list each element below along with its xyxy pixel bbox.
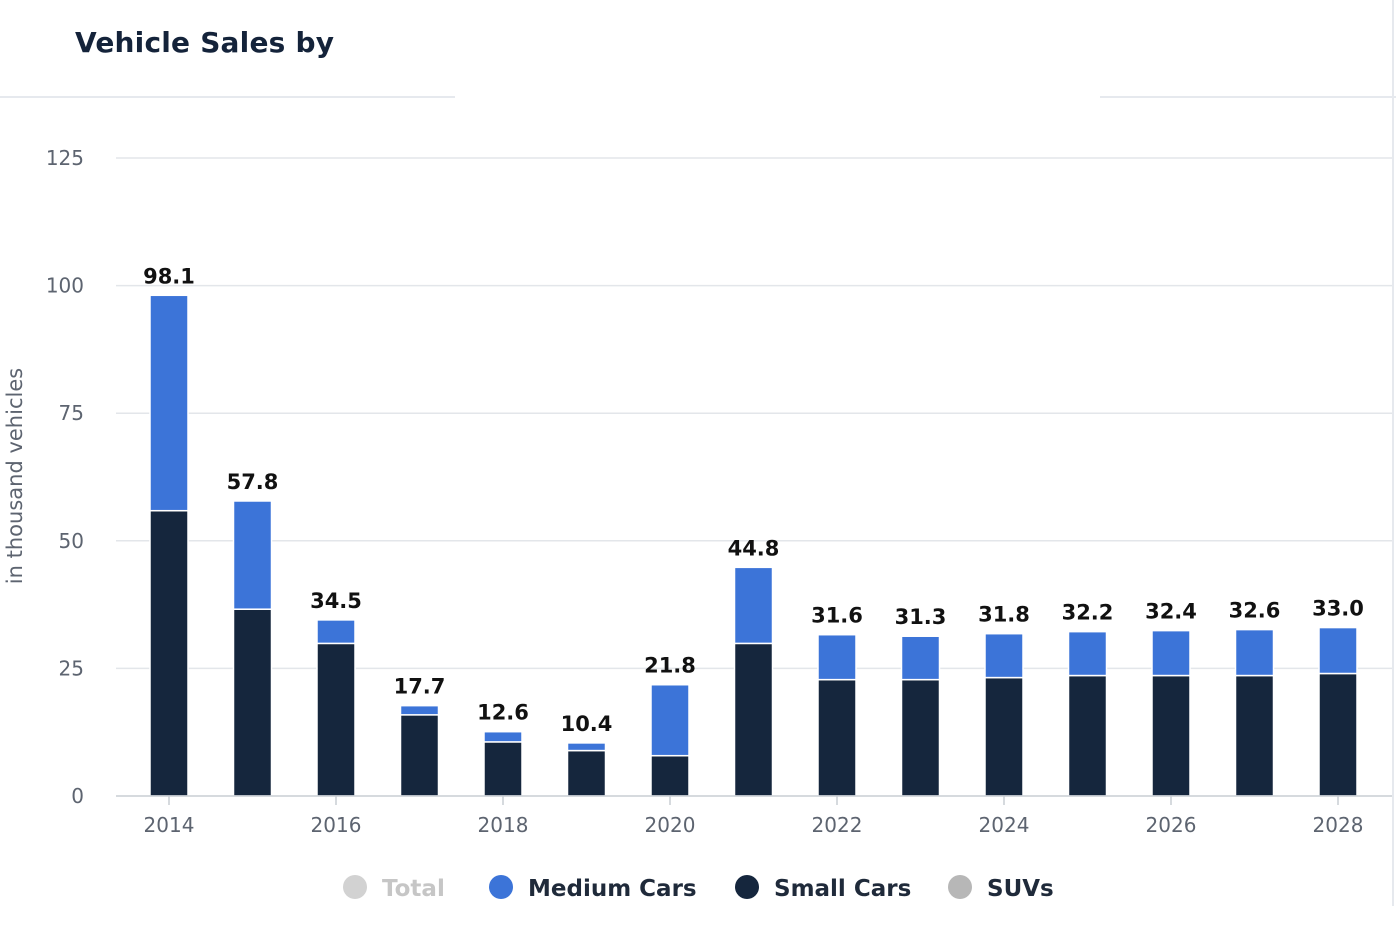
small-cars-bar[interactable]	[399, 714, 440, 797]
medium-cars-bar[interactable]	[1318, 626, 1358, 675]
medium-cars-bar[interactable]	[1151, 629, 1191, 677]
header-divider-left	[0, 96, 455, 98]
legend-marker	[948, 875, 972, 899]
small-cars-bar[interactable]	[650, 754, 690, 797]
medium-cars-bar[interactable]	[483, 730, 523, 743]
total-value-label: 57.8	[227, 470, 279, 494]
y-tick-label: 125	[46, 146, 84, 170]
legend-label: Medium Cars	[528, 876, 697, 902]
y-tick-label: 100	[46, 274, 84, 298]
medium-cars-bar[interactable]	[733, 566, 774, 645]
legend-item-medium-cars[interactable]: Medium Cars	[489, 875, 697, 902]
small-cars-bar[interactable]	[733, 642, 774, 797]
total-value-label: 21.8	[644, 654, 696, 678]
y-tick-label: 25	[59, 656, 84, 680]
small-cars-bar[interactable]	[1234, 674, 1275, 797]
legend-label: Total	[382, 876, 445, 902]
small-cars-bar[interactable]	[566, 749, 607, 797]
y-tick-label: 0	[71, 784, 84, 808]
small-cars-bar[interactable]	[1318, 672, 1358, 797]
x-tick-label: 2018	[478, 813, 529, 837]
total-value-label: 31.8	[978, 603, 1030, 627]
medium-cars-bar[interactable]	[566, 742, 607, 752]
x-tick-label: 2022	[812, 813, 863, 837]
medium-cars-bar[interactable]	[1234, 628, 1275, 677]
panel-border-right	[1392, 0, 1394, 906]
medium-cars-bar[interactable]	[817, 633, 857, 681]
medium-cars-bar[interactable]	[650, 683, 690, 757]
small-cars-bar[interactable]	[483, 741, 523, 797]
total-value-label: 10.4	[561, 712, 613, 736]
y-tick-label: 50	[59, 529, 84, 553]
y-axis-label: in thousand vehicles	[3, 368, 27, 584]
total-value-label: 33.0	[1312, 597, 1364, 621]
small-cars-bar[interactable]	[1067, 674, 1108, 797]
medium-cars-bar[interactable]	[900, 635, 941, 681]
x-tick-label: 2016	[311, 813, 362, 837]
x-tick-label: 2014	[144, 813, 195, 837]
total-value-label: 98.1	[143, 264, 195, 288]
y-tick-label: 75	[59, 401, 84, 425]
x-tick-label: 2020	[645, 813, 696, 837]
small-cars-bar[interactable]	[900, 678, 941, 797]
total-value-label: 32.4	[1145, 600, 1197, 624]
legend-label: Small Cars	[774, 876, 911, 902]
small-cars-bar[interactable]	[984, 676, 1024, 797]
legend-label: SUVs	[987, 876, 1054, 902]
medium-cars-bar[interactable]	[399, 704, 440, 716]
small-cars-bar[interactable]	[817, 678, 857, 797]
chart-title: Vehicle Sales by	[75, 26, 335, 59]
small-cars-bar[interactable]	[232, 608, 273, 797]
legend-marker	[489, 875, 513, 899]
medium-cars-bar[interactable]	[1067, 630, 1108, 677]
total-value-label: 32.6	[1229, 599, 1281, 623]
legend-marker	[343, 875, 367, 899]
legend-item-total[interactable]: Total	[343, 875, 445, 902]
total-value-label: 31.6	[811, 604, 863, 628]
x-tick-label: 2024	[979, 813, 1030, 837]
legend-marker	[735, 875, 759, 899]
small-cars-bar[interactable]	[316, 642, 356, 797]
header-divider-right	[1100, 96, 1396, 98]
legend-item-small-cars[interactable]: Small Cars	[735, 875, 911, 902]
total-value-label: 12.6	[477, 701, 529, 725]
small-cars-bar[interactable]	[1151, 674, 1191, 797]
medium-cars-bar[interactable]	[232, 500, 273, 610]
legend-item-suvs[interactable]: SUVs	[948, 875, 1054, 902]
medium-cars-bar[interactable]	[316, 619, 356, 645]
total-value-label: 17.7	[394, 675, 446, 699]
medium-cars-bar[interactable]	[984, 632, 1024, 679]
total-value-label: 32.2	[1062, 601, 1114, 625]
x-tick-label: 2026	[1146, 813, 1197, 837]
medium-cars-bar[interactable]	[149, 294, 189, 512]
x-tick-label: 2028	[1313, 813, 1364, 837]
total-value-label: 44.8	[728, 536, 780, 560]
total-value-label: 34.5	[310, 589, 362, 613]
small-cars-bar[interactable]	[149, 509, 189, 797]
total-value-label: 31.3	[895, 605, 947, 629]
